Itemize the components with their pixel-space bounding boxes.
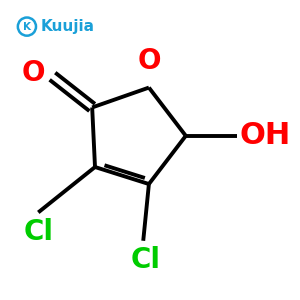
Text: O: O <box>22 59 45 87</box>
Text: OH: OH <box>240 121 291 150</box>
Text: O: O <box>137 47 161 75</box>
Text: Cl: Cl <box>131 247 161 274</box>
Text: Cl: Cl <box>23 218 53 246</box>
Text: Kuujia: Kuujia <box>40 19 94 34</box>
Text: K: K <box>23 22 31 32</box>
